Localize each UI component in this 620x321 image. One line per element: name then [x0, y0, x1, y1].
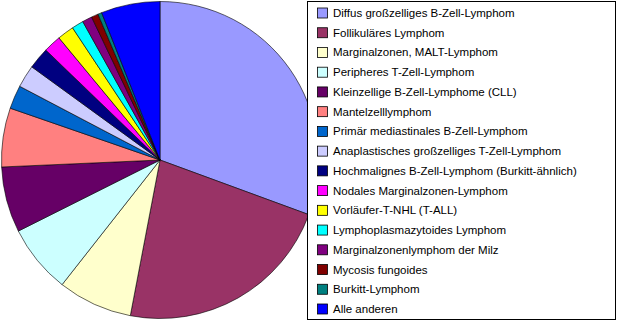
legend-label: Vorläufer-T-NHL (T-ALL) — [333, 204, 457, 216]
legend-label: Mycosis fungoides — [333, 264, 428, 276]
legend-swatch — [318, 205, 328, 215]
legend-label: Burkitt-Lymphom — [333, 283, 420, 295]
legend-swatch — [318, 304, 328, 314]
legend-label: Marginalzonenlymphom der Milz — [333, 244, 499, 256]
legend-label: Hochmalignes B-Zell-Lymphom (Burkitt-ähn… — [333, 165, 577, 177]
legend-box — [308, 2, 616, 320]
legend-label: Lymphoplasmazytoides Lymphom — [333, 224, 506, 236]
legend-label: Anaplastisches großzelliges T-Zell-Lymph… — [333, 145, 561, 157]
legend-swatch — [318, 146, 328, 156]
legend-swatch — [318, 225, 328, 235]
legend-swatch — [318, 186, 328, 196]
legend-swatch — [318, 245, 328, 255]
legend-swatch — [318, 87, 328, 97]
legend-swatch — [318, 166, 328, 176]
legend-label: Mantelzelllymphom — [333, 106, 431, 118]
legend-swatch — [318, 28, 328, 38]
legend-label: Primär mediastinales B-Zell-Lymphom — [333, 125, 528, 137]
legend-swatch — [318, 126, 328, 136]
legend-label: Peripheres T-Zell-Lymphom — [333, 66, 474, 78]
legend-swatch — [318, 284, 328, 294]
legend-label: Follikuläres Lymphom — [333, 27, 444, 39]
pie-slice — [2, 160, 160, 231]
legend-label: Alle anderen — [333, 303, 398, 315]
legend-swatch — [318, 47, 328, 57]
legend: Diffus großzelliges B-Zell-Lymphom Follik… — [308, 2, 616, 320]
pie-slice — [102, 1, 160, 160]
legend-label: Marginalzonen, MALT-Lymphom — [333, 46, 498, 58]
pie-slice — [130, 160, 308, 319]
legend-swatch — [318, 67, 328, 77]
pie — [2, 1, 319, 318]
legend-swatch — [318, 107, 328, 117]
legend-label: Kleinzellige B-Zell-Lymphome (CLL) — [333, 86, 517, 98]
chart: Diffus großzelliges B-Zell-Lymphom Follik… — [0, 0, 620, 321]
legend-label: Nodales Marginalzonen-Lymphom — [333, 185, 508, 197]
legend-label: Diffus großzelliges B-Zell-Lymphom — [333, 7, 515, 19]
legend-swatch — [318, 265, 328, 275]
legend-swatch — [318, 8, 328, 18]
